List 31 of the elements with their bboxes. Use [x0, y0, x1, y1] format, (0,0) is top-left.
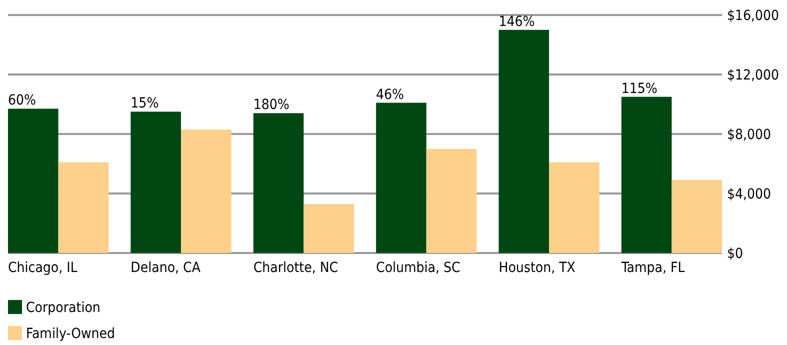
bar	[180, 130, 232, 253]
annotation: 146%	[498, 14, 535, 30]
bar	[376, 102, 426, 253]
bar	[253, 113, 304, 253]
x-tick-label: Tampa, FL	[620, 260, 685, 276]
y-tick-label: $4,000	[727, 186, 772, 202]
bar	[130, 112, 181, 253]
annotation: 60%	[8, 92, 36, 109]
bar	[498, 30, 550, 253]
annotation: 180%	[253, 97, 290, 114]
annotation: 115%	[621, 80, 658, 97]
y-tick-label: $12,000	[727, 67, 780, 84]
y-tick-label: $0	[727, 246, 744, 262]
bar	[621, 96, 672, 253]
x-tick-label: Chicago, IL	[8, 260, 78, 276]
annotation: 15%	[130, 96, 159, 112]
bar	[8, 108, 58, 253]
bar	[672, 180, 722, 253]
annotation: 46%	[376, 86, 404, 103]
x-tick-label: Charlotte, NC	[253, 260, 338, 276]
x-tick-label: Houston, TX	[498, 260, 576, 276]
bar	[549, 162, 600, 253]
legend-label: Family-Owned	[26, 326, 116, 342]
legend-label: Corporation	[26, 300, 100, 316]
y-tick-label: $8,000	[727, 126, 772, 143]
bar	[304, 204, 354, 253]
x-tick-label: Delano, CA	[130, 260, 201, 276]
bar	[58, 162, 109, 253]
bar	[426, 148, 477, 253]
y-tick-label: $16,000	[727, 8, 780, 24]
x-tick-label: Columbia, SC	[376, 260, 461, 276]
